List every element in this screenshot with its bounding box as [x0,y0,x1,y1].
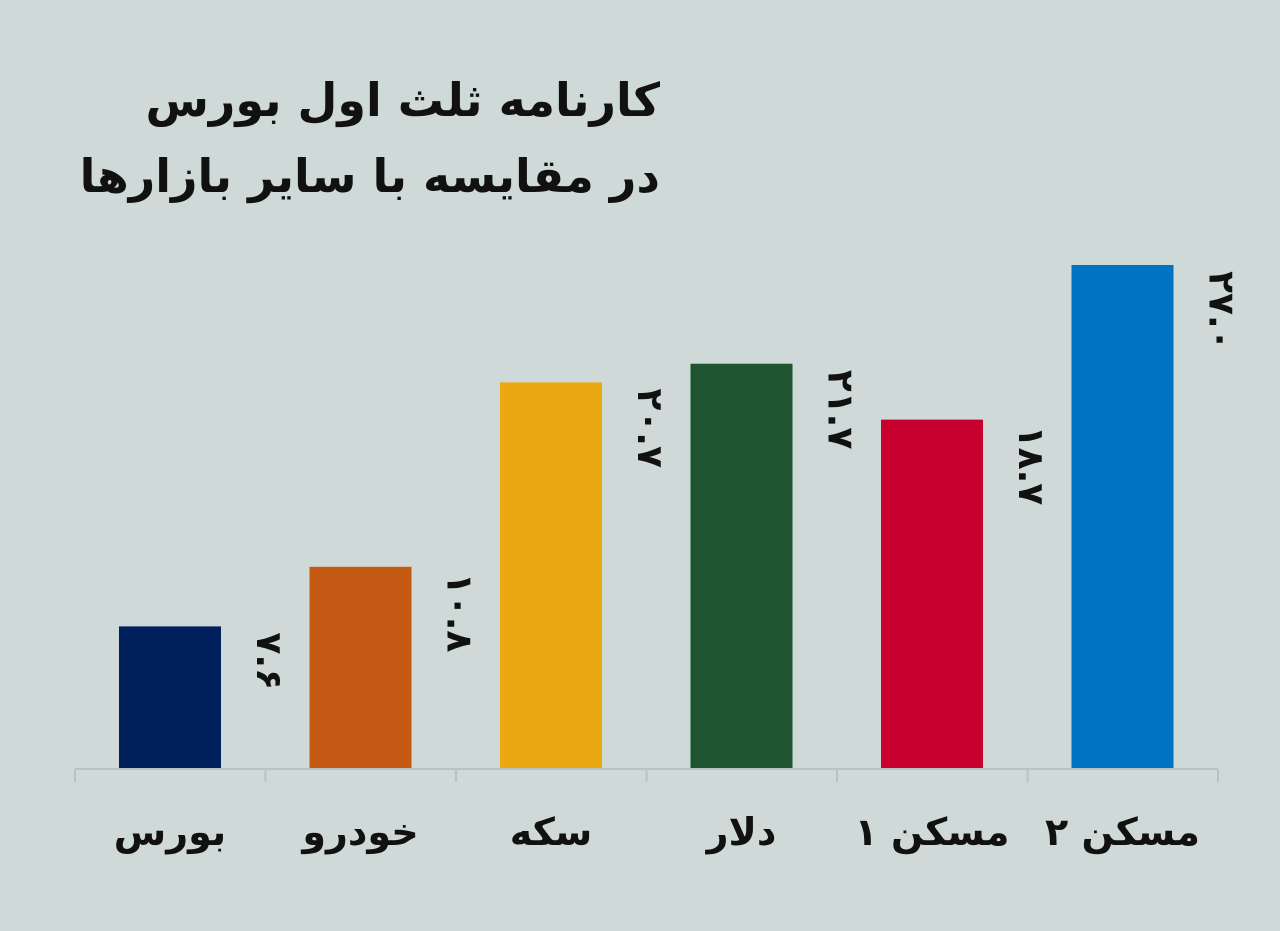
category-label-2: خودرو [300,810,418,855]
title-line-2: در مقایسه با سایر بازارها [79,149,660,203]
category-label-6: مسکن ۲ [1045,810,1200,854]
chart-title: کارنامه ثلث اول بورس در مقایسه با سایر ب… [40,62,660,214]
value-label-4: ۲۱.۷ [820,370,861,450]
value-label-1: ۷.۶ [248,632,289,690]
bar-2 [309,566,412,768]
category-label-5: مسکن ۱ [855,810,1010,854]
bar-5 [881,419,983,768]
value-label-2: ۱۰.۸ [439,573,480,653]
category-label-1: بورس [114,810,226,854]
title-line-1: کارنامه ثلث اول بورس [145,73,660,127]
bar-1 [119,626,221,768]
value-label-5: ۱۸.۷ [1010,426,1051,506]
value-label-6: ۲۷.۰ [1201,271,1242,351]
category-label-3: سکه [510,810,593,854]
value-label-3: ۲۰.۷ [629,388,670,468]
bar-6 [1071,265,1174,768]
category-label-4: دلار [705,810,777,854]
bar-4 [690,363,793,768]
bar-3 [500,382,602,768]
